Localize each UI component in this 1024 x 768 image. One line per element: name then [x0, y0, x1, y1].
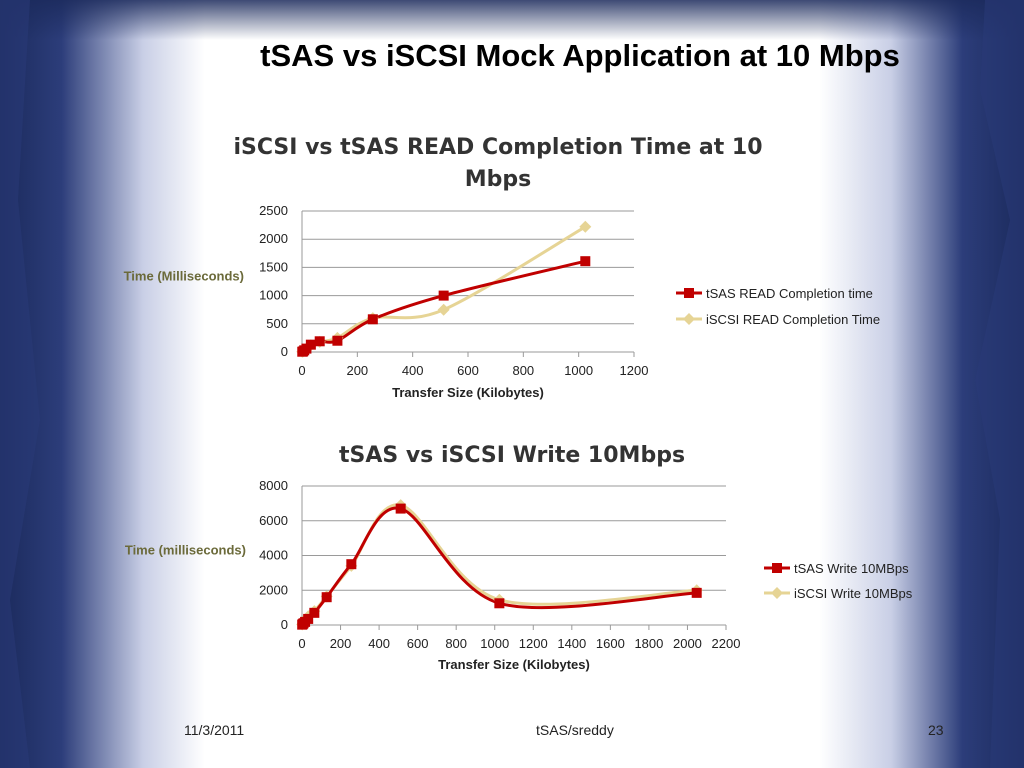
legend-marker	[771, 587, 783, 599]
data-point	[321, 592, 332, 603]
x-tick-label: 600	[407, 636, 429, 651]
x-axis-label: Transfer Size (Kilobytes)	[392, 385, 544, 400]
y-tick-label: 1500	[259, 259, 288, 274]
y-axis-label: Time (Milliseconds)	[124, 269, 244, 284]
x-axis-label: Transfer Size (Kilobytes)	[438, 657, 590, 672]
x-tick-label: 0	[298, 363, 305, 378]
legend-marker	[684, 288, 694, 298]
x-tick-label: 200	[330, 636, 352, 651]
x-tick-label: 0	[298, 636, 305, 651]
data-point	[691, 587, 702, 598]
y-tick-label: 2000	[259, 231, 288, 246]
data-point	[395, 503, 406, 514]
data-point	[494, 598, 505, 609]
x-tick-label: 1600	[596, 636, 625, 651]
x-tick-label: 200	[346, 363, 368, 378]
chart-title-line: iSCSI vs tSAS READ Completion Time at 10	[233, 135, 762, 160]
y-tick-label: 2000	[259, 582, 288, 597]
x-tick-label: 1200	[519, 636, 548, 651]
x-tick-label: 2000	[673, 636, 702, 651]
data-point	[580, 256, 591, 267]
y-tick-label: 6000	[259, 513, 288, 528]
y-tick-label: 0	[281, 344, 288, 359]
footer-date: 11/3/2011	[184, 722, 245, 738]
data-point	[309, 607, 320, 618]
y-axis-label: Time (milliseconds)	[125, 543, 246, 558]
slide-number: 23	[928, 722, 944, 738]
y-tick-label: 8000	[259, 478, 288, 493]
legend-marker	[683, 313, 695, 325]
data-point	[437, 303, 450, 316]
x-tick-label: 1400	[557, 636, 586, 651]
x-tick-label: 400	[368, 636, 390, 651]
x-tick-label: 600	[457, 363, 479, 378]
legend-marker	[772, 563, 782, 573]
x-tick-label: 1000	[480, 636, 509, 651]
data-point	[367, 314, 378, 325]
data-point	[303, 613, 314, 624]
data-point	[314, 336, 325, 347]
data-point	[438, 290, 449, 301]
y-tick-label: 2500	[259, 203, 288, 218]
chart-title-line: tSAS vs iSCSI Write 10Mbps	[339, 443, 685, 468]
x-tick-label: 800	[445, 636, 467, 651]
x-tick-label: 800	[512, 363, 534, 378]
x-tick-label: 1800	[634, 636, 663, 651]
data-point	[579, 220, 592, 233]
data-point	[305, 339, 316, 350]
legend-label: iSCSI Write 10MBps	[794, 586, 913, 601]
footer-author: tSAS/sreddy	[536, 722, 614, 738]
legend-label: tSAS Write 10MBps	[794, 561, 909, 576]
slide-title: tSAS vs iSCSI Mock Application at 10 Mbp…	[260, 38, 900, 73]
x-tick-label: 1000	[564, 363, 593, 378]
chart-title-line: Mbps	[465, 167, 531, 192]
legend-label: iSCSI READ Completion Time	[706, 312, 880, 327]
y-tick-label: 0	[281, 617, 288, 632]
data-point	[346, 559, 357, 570]
x-tick-label: 2200	[712, 636, 741, 651]
y-tick-label: 1000	[259, 288, 288, 303]
y-tick-label: 500	[266, 316, 288, 331]
y-tick-label: 4000	[259, 548, 288, 563]
x-tick-label: 400	[402, 363, 424, 378]
data-point	[332, 335, 343, 346]
x-tick-label: 1200	[620, 363, 649, 378]
legend-label: tSAS READ Completion time	[706, 286, 873, 301]
